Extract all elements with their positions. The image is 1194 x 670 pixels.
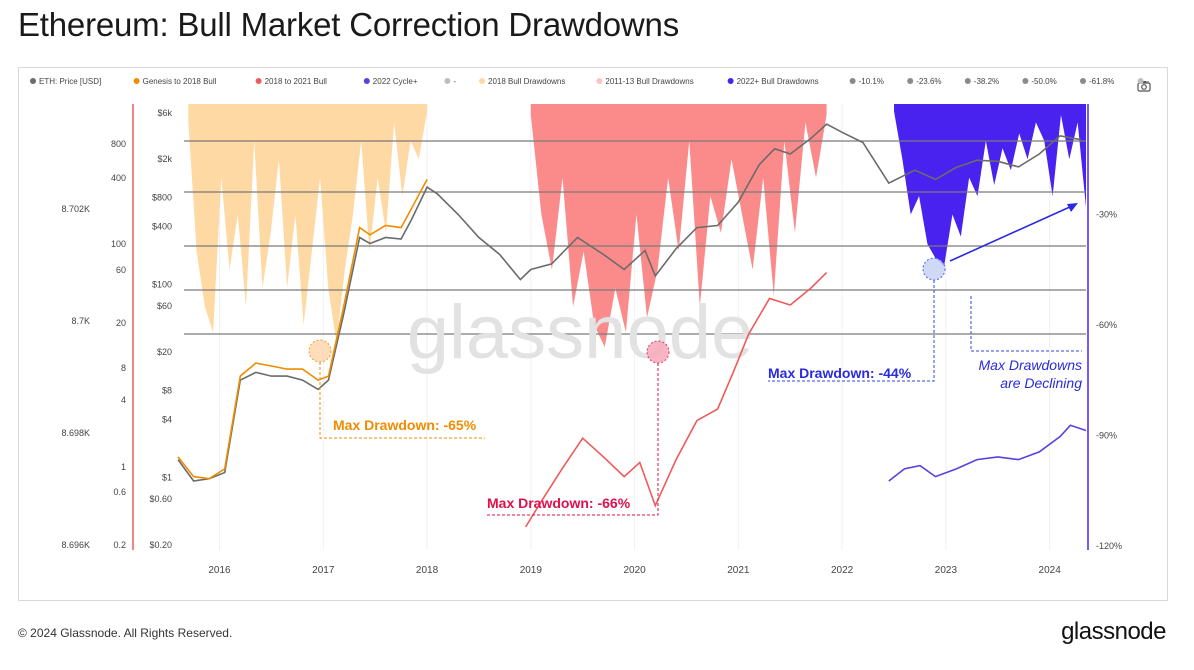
x-tick-label: 2024 [1039,565,1062,576]
legend-label: - [1147,77,1150,86]
drawdown-area-2022-bull [894,104,1086,267]
legend-label: 2018 to 2021 Bull [265,77,327,86]
x-tick-label: 2022 [831,565,854,576]
series-line [888,424,1087,482]
legend-marker [1022,78,1029,84]
legend-label: 2011-13 Bull Drawdowns [605,77,693,86]
legend-marker [255,78,262,84]
extra-tick-label: 8.7K [71,316,90,326]
cycle-tick-label: 1 [121,462,126,472]
cycle-tick-label: 8 [121,363,126,373]
price-tick-label: $400 [152,221,172,231]
cycle-tick-label: 0.2 [113,540,126,550]
annotation-leader [487,363,659,516]
annotation-max-drawdowns: Max Drawdowns [979,357,1082,373]
annotation-leader [970,296,1082,352]
price-tick-label: $0.60 [149,494,172,504]
drawdown-area-2011-13-bull [530,104,827,348]
legend-marker [907,78,914,84]
price-tick-label: $0.20 [149,540,172,550]
extra-tick-label: 8.698K [61,428,90,438]
price-tick-label: $60 [157,301,172,311]
cycle-tick-label: 400 [111,173,126,183]
watermark: glassnode [407,290,754,375]
legend-label: -50.0% [1031,77,1056,86]
annotation-max-drawdown-66: Max Drawdown: -66% [487,495,631,511]
glassnode-logo: glassnode [1061,618,1166,645]
declining-trend-arrowhead [1067,203,1078,212]
x-tick-label: 2020 [623,565,646,576]
cycle-tick-label: 60 [116,265,126,275]
series-line [524,272,828,528]
annotation-max-drawdown-44: Max Drawdown: -44% [768,365,912,381]
cycle-tick-label: 100 [111,239,126,249]
legend-label: - [453,77,456,86]
legend-label: -61.8% [1089,77,1114,86]
series-line [177,123,1081,482]
x-tick-label: 2018 [416,565,439,576]
legend-marker [849,78,856,84]
annotation-are-declining: are Declining [1000,375,1082,391]
max-drawdown-marker [308,339,332,363]
price-tick-label: $6k [157,108,172,118]
camera-icon[interactable] [1137,80,1151,95]
max-drawdown-marker [646,340,670,364]
legend-marker [30,78,36,84]
drawdown-tick-label: -30% [1096,210,1117,220]
legend-label: 2018 Bull Drawdowns [488,77,565,86]
drawdown-tick-label: -60% [1096,320,1117,330]
drawdown-tick-label: -90% [1096,431,1117,441]
legend-marker [1137,78,1144,84]
price-tick-label: $1 [162,473,172,483]
legend-label: 2022+ Bull Drawdowns [737,77,819,86]
x-tick-label: 2016 [208,565,231,576]
legend-marker [363,78,370,84]
x-tick-label: 2019 [520,565,543,576]
legend-marker [1080,78,1086,84]
price-tick-label: $100 [152,280,172,290]
cycle-tick-label: 20 [116,318,126,328]
max-drawdown-marker [922,257,946,281]
legend-label: -23.6% [916,77,941,86]
drawdown-area-2018-bull [188,104,428,344]
cycle-tick-label: 4 [121,395,126,405]
series-line [177,179,428,480]
price-tick-label: $20 [157,347,172,357]
drawdown-tick-label: -120% [1096,541,1122,551]
declining-trend-arrow [949,205,1073,262]
legend-marker [444,78,451,84]
legend-label: 2022 Cycle+ [373,77,418,86]
legend-label: -10.1% [859,77,884,86]
annotation-max-drawdown-65: Max Drawdown: -65% [333,417,477,433]
legend-label: Genesis to 2018 Bull [143,77,217,86]
extra-tick-label: 8.696K [61,540,90,550]
price-tick-label: $2k [157,154,172,164]
annotation-leader [319,362,485,439]
copyright-text: © 2024 Glassnode. All Rights Reserved. [18,626,233,640]
legend-marker [133,78,140,84]
legend-label: -38.2% [974,77,999,86]
legend-marker [964,78,971,84]
cycle-tick-label: 800 [111,139,126,149]
legend-marker [479,78,485,84]
x-tick-label: 2023 [935,565,958,576]
legend-label: ETH: Price [USD] [39,77,101,86]
price-tick-label: $800 [152,192,172,202]
price-tick-label: $4 [162,414,172,424]
cycle-tick-label: 0.6 [113,487,126,497]
annotation-leader [768,280,935,382]
x-tick-label: 2021 [727,565,750,576]
price-tick-label: $8 [162,385,172,395]
legend-marker [596,78,603,84]
x-tick-label: 2017 [312,565,335,576]
extra-tick-label: 8.702K [61,204,90,214]
legend-marker [727,78,734,84]
page-title: Ethereum: Bull Market Correction Drawdow… [18,6,680,43]
